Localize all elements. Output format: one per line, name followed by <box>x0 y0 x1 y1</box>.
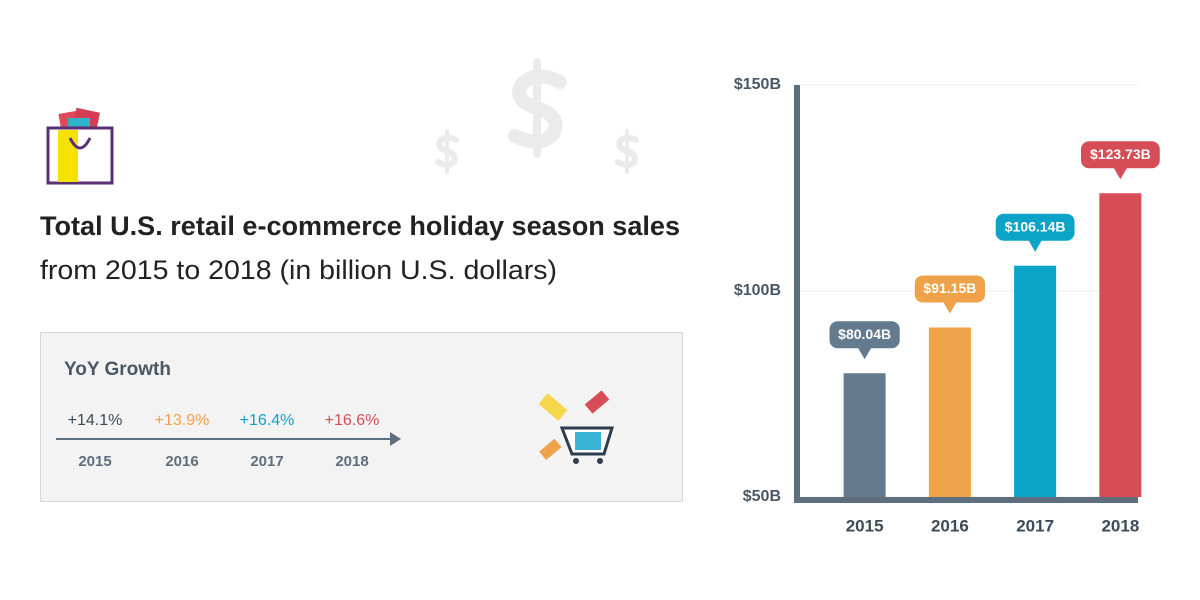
x-tick-label: 2018 <box>1101 516 1139 535</box>
value-label: $91.15B <box>923 280 976 296</box>
y-tick-label: $50B <box>743 488 781 505</box>
bar <box>1014 265 1057 497</box>
x-axis <box>794 497 1138 503</box>
yoy-panel <box>40 332 683 502</box>
bar <box>1099 193 1142 497</box>
yoy-title: YoY Growth <box>64 359 171 380</box>
value-label-pointer <box>1028 239 1043 252</box>
yoy-label: +16.4% <box>240 412 295 429</box>
value-label-pointer <box>857 347 872 360</box>
x-tick-label: 2017 <box>1016 516 1054 535</box>
value-label: $106.14B <box>1005 218 1066 234</box>
yoy-label: +16.6% <box>325 412 380 429</box>
value-label-pointer <box>942 301 957 314</box>
yoy-year: 2017 <box>250 453 283 470</box>
chart-title: Total U.S. retail e-commerce holiday sea… <box>40 211 680 241</box>
value-label-bubble <box>914 275 985 303</box>
y-tick-label: $150B <box>734 76 781 93</box>
value-label-bubble <box>995 213 1075 241</box>
yoy-year: 2018 <box>335 453 368 470</box>
y-tick-label: $100B <box>734 282 781 299</box>
value-label: $123.73B <box>1090 146 1151 162</box>
value-label: $80.04B <box>838 326 891 342</box>
value-label-bubble <box>1080 141 1160 169</box>
value-label-pointer <box>1113 167 1128 180</box>
x-tick-label: 2016 <box>931 516 969 535</box>
yoy-year: 2016 <box>165 453 198 470</box>
cart-icon <box>538 390 615 464</box>
yoy-arrowhead <box>390 432 401 446</box>
shopping-bag-icon <box>46 107 114 185</box>
yoy-label: +14.1% <box>68 412 123 429</box>
bar <box>928 327 971 497</box>
dollar-decoration <box>435 58 639 174</box>
yoy-year: 2015 <box>78 453 111 470</box>
yoy-label: +13.9% <box>155 412 210 429</box>
chart-subtitle: from 2015 to 2018 (in billion U.S. dolla… <box>40 255 557 285</box>
value-label-bubble <box>829 321 900 349</box>
bar <box>843 373 886 497</box>
x-tick-label: 2015 <box>846 516 884 535</box>
